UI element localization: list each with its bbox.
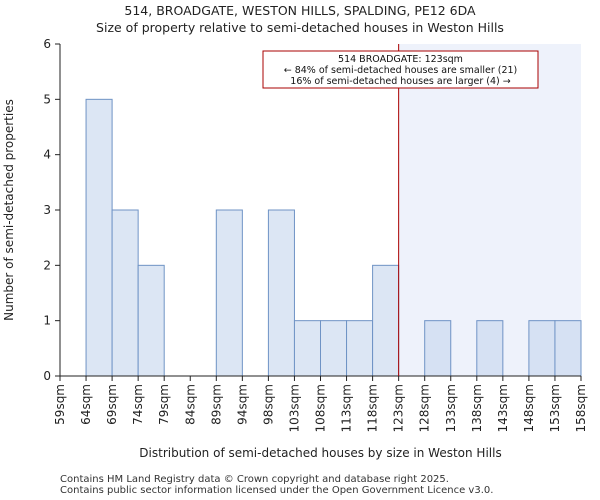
annotation-line: 514 BROADGATE: 123sqm <box>338 54 463 65</box>
annotation-line: 16% of semi-detached houses are larger (… <box>290 76 510 87</box>
bar <box>554 320 582 377</box>
bar <box>476 320 504 377</box>
bar <box>320 320 348 377</box>
bar <box>85 98 113 377</box>
x-tick-label: 153sqm <box>548 384 562 432</box>
x-tick-label: 89sqm <box>209 384 223 425</box>
x-tick-label: 158sqm <box>574 384 588 432</box>
bar <box>424 320 452 377</box>
x-tick-label: 138sqm <box>470 384 484 432</box>
bar <box>372 264 400 377</box>
x-tick-label: 113sqm <box>340 384 354 432</box>
footer-attribution-1: Contains HM Land Registry data © Crown c… <box>60 474 449 485</box>
y-tick-label: 4 <box>43 148 51 162</box>
bar <box>293 320 322 377</box>
bar <box>346 320 374 377</box>
annotation-box <box>262 50 539 89</box>
x-tick-label: 74sqm <box>131 384 145 425</box>
y-axis-title: Number of semi-detached properties <box>2 99 16 321</box>
x-tick-label: 64sqm <box>79 384 93 425</box>
x-tick-label: 148sqm <box>522 384 536 432</box>
x-tick-label: 118sqm <box>366 384 380 432</box>
y-tick-label: 2 <box>43 258 51 272</box>
bar <box>267 209 295 377</box>
x-tick-label: 103sqm <box>287 384 301 432</box>
bar <box>215 209 243 377</box>
footer-attribution-2: Contains public sector information licen… <box>60 485 494 496</box>
x-tick-label: 59sqm <box>53 384 67 425</box>
x-axis-title: Distribution of semi-detached houses by … <box>139 446 501 460</box>
bar <box>137 264 165 377</box>
x-tick-label: 98sqm <box>261 384 275 425</box>
bar <box>528 320 556 377</box>
bar <box>111 209 139 377</box>
x-tick-label: 69sqm <box>105 384 119 425</box>
x-tick-label: 128sqm <box>418 384 432 432</box>
x-tick-label: 108sqm <box>314 384 328 432</box>
y-tick-label: 0 <box>43 369 51 383</box>
y-tick-label: 5 <box>43 92 51 106</box>
x-tick-label: 133sqm <box>444 384 458 432</box>
x-tick-label: 79sqm <box>157 384 171 425</box>
annotation-line: ← 84% of semi-detached houses are smalle… <box>284 65 518 76</box>
y-tick-label: 3 <box>43 203 51 217</box>
x-tick-label: 84sqm <box>183 384 197 425</box>
chart-subtitle: Size of property relative to semi-detach… <box>96 20 504 35</box>
chart-title: 514, BROADGATE, WESTON HILLS, SPALDING, … <box>124 3 476 18</box>
y-tick-label: 6 <box>43 37 51 51</box>
x-tick-label: 94sqm <box>235 384 249 425</box>
x-tick-label: 143sqm <box>496 384 510 432</box>
x-tick-label: 123sqm <box>392 384 406 432</box>
y-tick-label: 1 <box>43 314 51 328</box>
